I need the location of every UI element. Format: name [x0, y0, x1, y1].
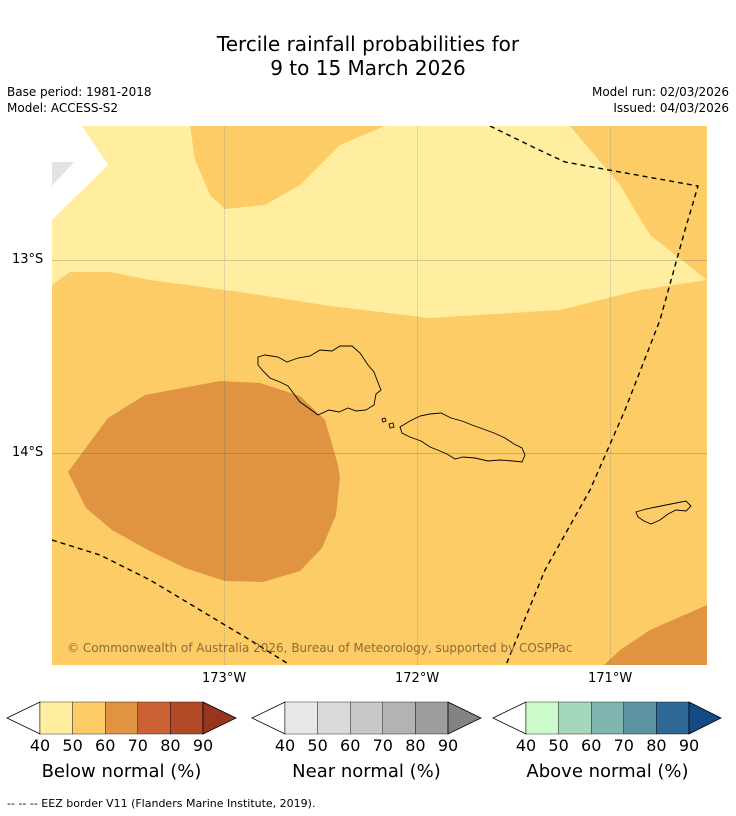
colorbar-near-tick: 60	[340, 736, 361, 755]
colorbar-below-cell	[137, 701, 171, 735]
region-no-data	[52, 126, 108, 220]
map-area	[52, 126, 707, 665]
region-grey-patch	[52, 162, 74, 186]
lon-label-173w: 173°W	[202, 671, 247, 686]
colorbar-below-low-arrow	[6, 701, 41, 735]
colorbar-below-cell	[170, 701, 204, 735]
colorbar-near-cell	[317, 701, 351, 735]
colorbar-below-cell	[39, 701, 73, 735]
lon-label-172w: 172°W	[395, 671, 440, 686]
colorbar-near-cell	[415, 701, 449, 735]
colorbar-above-label: Above normal (%)	[526, 761, 689, 782]
issued-date: Issued: 04/03/2026	[613, 101, 729, 115]
apolima-islet	[381, 417, 387, 423]
region-below-60-70-west	[68, 381, 340, 582]
savaii-island	[257, 345, 382, 416]
colorbar-near-tick: 80	[405, 736, 426, 755]
colorbar-below-tick: 60	[95, 736, 116, 755]
tutuila-island	[635, 500, 692, 525]
colorbar-above-tick: 90	[678, 736, 700, 755]
lat-label-14s: 14°S	[12, 445, 44, 460]
colorbar-above-tick: 50	[548, 736, 569, 755]
colorbar-near-label: Near normal (%)	[292, 761, 441, 782]
lon-label-171w: 171°W	[588, 671, 633, 686]
map-title-line2: 9 to 15 March 2026	[270, 56, 466, 80]
colorbar-below-high-arrow	[202, 701, 237, 735]
lat-label-13s: 13°S	[12, 252, 44, 267]
eez-border	[52, 126, 699, 665]
colorbar-above-tick: 60	[581, 736, 602, 755]
colorbars	[6, 701, 722, 735]
colorbar-below-tick: 50	[62, 736, 83, 755]
upolu-island	[399, 412, 526, 463]
colorbar-near-high-arrow	[447, 701, 482, 735]
model-name: Model: ACCESS-S2	[7, 101, 119, 115]
colorbar-above-cell	[558, 701, 592, 735]
colorbar-above-cell	[591, 701, 625, 735]
colorbar-above-cell	[656, 701, 690, 735]
colorbar-below-tick: 70	[127, 736, 148, 755]
colorbar-near-tick: 50	[307, 736, 328, 755]
colorbar-near-cell	[382, 701, 416, 735]
colorbar-near-tick: 70	[372, 736, 393, 755]
manono-islet	[388, 422, 395, 429]
colorbar-below-tick: 80	[160, 736, 181, 755]
eez-footnote: -- -- -- EEZ border V11 (Flanders Marine…	[7, 797, 316, 810]
region-below-40-50	[52, 126, 707, 318]
colorbar-above-tick: 70	[613, 736, 634, 755]
islands	[257, 345, 692, 525]
region-below-60-70-southeast	[604, 605, 707, 665]
colorbar-below-cell	[72, 701, 106, 735]
colorbar-above-tick: 80	[646, 736, 667, 755]
colorbar-below-tick: 90	[192, 736, 214, 755]
base-period: Base period: 1981-2018	[7, 85, 152, 99]
colorbar-near-cell	[284, 701, 318, 735]
copyright-notice: © Commonwealth of Australia 2026, Bureau…	[67, 641, 573, 655]
colorbar-below-label: Below normal (%)	[41, 761, 202, 782]
colorbar-near-tick: 90	[437, 736, 459, 755]
colorbar-above-cell	[525, 701, 559, 735]
colorbar-above-low-arrow	[492, 701, 527, 735]
colorbar-near-cell	[350, 701, 384, 735]
colorbar-near-tick: 40	[274, 736, 296, 755]
colorbar-below-tick: 40	[29, 736, 51, 755]
graticule	[52, 126, 707, 665]
map-title-line1: Tercile rainfall probabilities for	[216, 32, 520, 56]
colorbar-below-cell	[104, 701, 138, 735]
colorbar-above-tick: 40	[515, 736, 537, 755]
colorbar-above-cell	[623, 701, 657, 735]
colorbar-near-low-arrow	[251, 701, 286, 735]
model-run: Model run: 02/03/2026	[591, 85, 729, 99]
colorbar-above-high-arrow	[688, 701, 722, 735]
